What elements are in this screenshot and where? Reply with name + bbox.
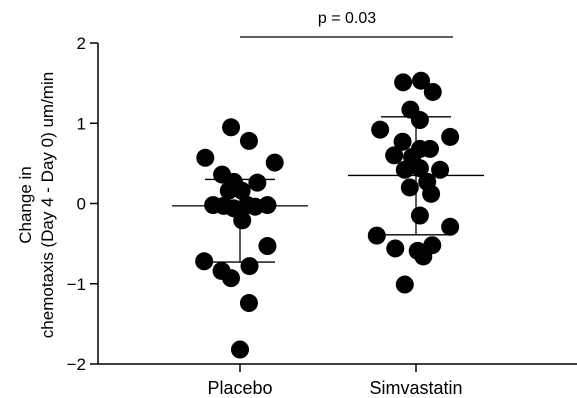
data-point [441,127,460,146]
data-point [258,196,277,215]
data-point [421,139,439,158]
data-point [367,226,386,245]
data-point [222,269,241,288]
data-point [371,120,390,139]
data-point [233,211,252,230]
data-point [239,131,258,150]
x-tick-label: Placebo [207,378,272,398]
data-point [393,132,412,151]
y-tick-label: −1 [67,275,86,294]
data-point [422,184,441,203]
data-point [385,146,404,165]
data-point [240,257,259,276]
data-point [394,73,413,92]
y-tick-label: −2 [67,355,86,374]
data-point [395,275,414,294]
x-tick-label: Simvastatin [369,378,462,398]
y-tick-label: 2 [77,34,86,53]
data-point [219,181,238,200]
y-axis-label: Change in chemotaxis (Day 4 - Day 0) um/… [16,72,57,338]
data-point [400,178,419,197]
y-axis-label-line2: chemotaxis (Day 4 - Day 0) um/min [38,72,57,338]
data-point [196,148,215,167]
data-point [239,294,258,313]
data-point [423,236,442,255]
data-point [431,160,450,179]
data-point [410,206,429,225]
data-point [395,160,414,179]
significance-label: p = 0.03 [318,10,376,27]
data-point [258,237,277,256]
data-point [423,82,442,101]
data-point [248,173,267,192]
data-point [412,71,431,90]
data-point [386,239,405,258]
data-point [410,159,429,178]
data-point [441,217,460,236]
y-axis-label-line1: Change in [16,166,35,244]
y-tick-label: 0 [77,195,86,214]
y-tick-label: 1 [77,114,86,133]
data-point [231,340,249,359]
data-point [410,111,429,130]
data-point [265,153,284,172]
data-point [195,252,214,271]
data-point [222,118,241,137]
data-point [232,181,251,200]
